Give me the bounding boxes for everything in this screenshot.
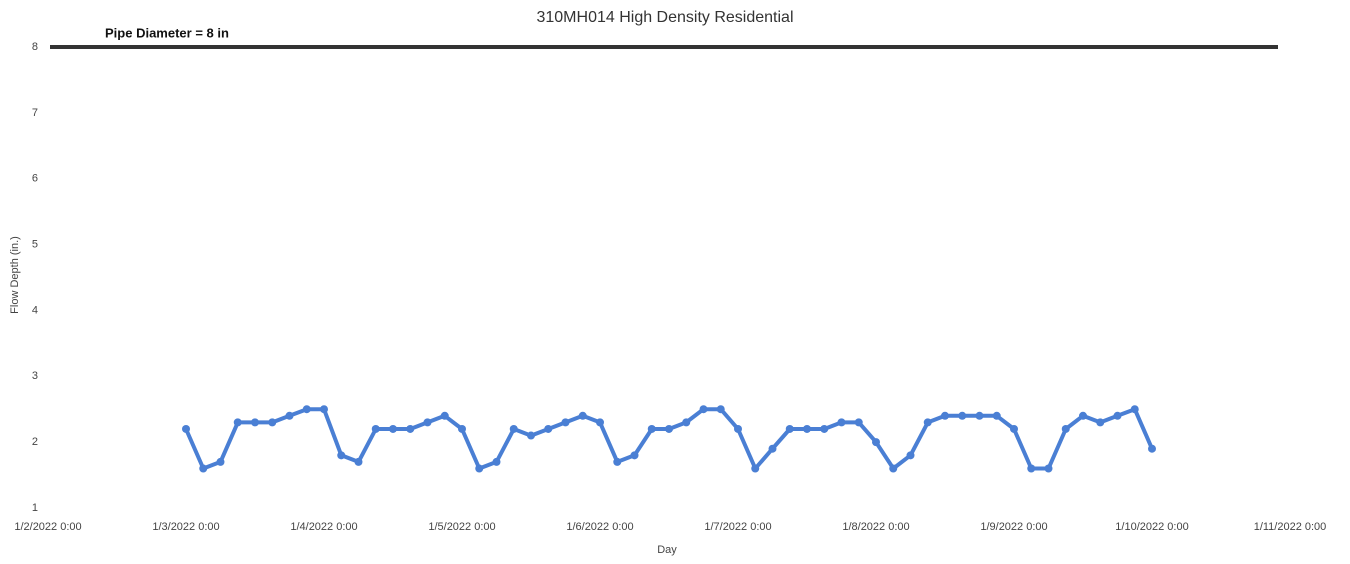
data-point — [1096, 418, 1105, 427]
data-point — [820, 424, 829, 433]
data-point — [837, 418, 846, 427]
y-tick-label: 6 — [32, 173, 38, 185]
data-point — [492, 457, 501, 466]
y-tick-label: 1 — [32, 502, 38, 514]
data-point — [423, 418, 432, 427]
data-point — [734, 424, 742, 433]
data-point — [992, 411, 1001, 420]
data-point — [1113, 411, 1122, 420]
data-point — [682, 418, 691, 427]
y-tick-label: 2 — [32, 436, 38, 448]
data-point — [785, 424, 794, 433]
data-point — [768, 444, 777, 453]
data-point — [941, 411, 949, 420]
data-point — [958, 411, 967, 420]
data-point — [699, 405, 708, 414]
data-point — [596, 418, 604, 427]
x-tick-label: 1/6/2022 0:00 — [566, 521, 633, 533]
data-point — [872, 438, 880, 447]
data-point — [527, 431, 535, 440]
y-tick-label: 5 — [32, 238, 38, 250]
data-point — [354, 457, 363, 466]
x-tick-label: 1/5/2022 0:00 — [428, 521, 495, 533]
x-tick-label: 1/8/2022 0:00 — [842, 521, 909, 533]
data-point — [1044, 464, 1053, 473]
data-point — [320, 405, 328, 414]
data-point — [1061, 424, 1070, 433]
data-point — [889, 464, 898, 473]
data-point — [544, 424, 553, 433]
x-tick-label: 1/7/2022 0:00 — [704, 521, 771, 533]
data-point — [509, 424, 518, 433]
data-point — [182, 424, 190, 433]
data-point — [975, 411, 984, 420]
data-point — [1079, 411, 1087, 420]
series-line — [184, 407, 1154, 471]
data-point — [1027, 464, 1036, 473]
data-point — [1148, 444, 1156, 453]
chart-title: 310MH014 High Density Residential — [536, 9, 793, 26]
data-point — [665, 424, 673, 433]
y-tick-label: 8 — [32, 41, 38, 53]
data-point — [406, 424, 415, 433]
data-point — [751, 464, 760, 473]
x-tick-label: 1/2/2022 0:00 — [14, 521, 81, 533]
data-point — [923, 418, 932, 427]
data-point — [1130, 405, 1139, 414]
data-point — [302, 405, 311, 414]
data-point — [458, 424, 466, 433]
data-point — [199, 464, 208, 473]
data-point — [440, 411, 449, 420]
y-tick-label: 3 — [32, 370, 38, 382]
y-axis-title: Flow Depth (in.) — [9, 236, 21, 314]
x-tick-label: 1/11/2022 0:00 — [1254, 521, 1327, 533]
y-tick-label: 4 — [32, 304, 38, 316]
x-axis-title: Day — [657, 544, 677, 556]
data-point — [216, 457, 225, 466]
data-point — [716, 405, 725, 414]
data-point — [854, 418, 863, 427]
reference-label: Pipe Diameter = 8 in — [105, 25, 229, 40]
data-point — [251, 418, 259, 427]
data-point — [475, 464, 484, 473]
data-point — [285, 411, 294, 420]
data-point — [630, 451, 639, 460]
data-point — [371, 424, 380, 433]
data-point — [233, 418, 242, 427]
data-point — [803, 424, 811, 433]
data-point — [389, 424, 397, 433]
data-point — [1010, 424, 1018, 433]
data-point — [337, 451, 346, 460]
x-tick-label: 1/4/2022 0:00 — [290, 521, 357, 533]
data-point — [561, 418, 570, 427]
data-point — [578, 411, 587, 420]
data-point — [268, 418, 277, 427]
x-tick-label: 1/3/2022 0:00 — [152, 521, 219, 533]
x-tick-label: 1/9/2022 0:00 — [980, 521, 1047, 533]
x-tick-label: 1/10/2022 0:00 — [1115, 521, 1188, 533]
y-tick-label: 7 — [32, 107, 38, 119]
data-point — [647, 424, 656, 433]
data-point — [906, 451, 915, 460]
data-point — [613, 457, 622, 466]
